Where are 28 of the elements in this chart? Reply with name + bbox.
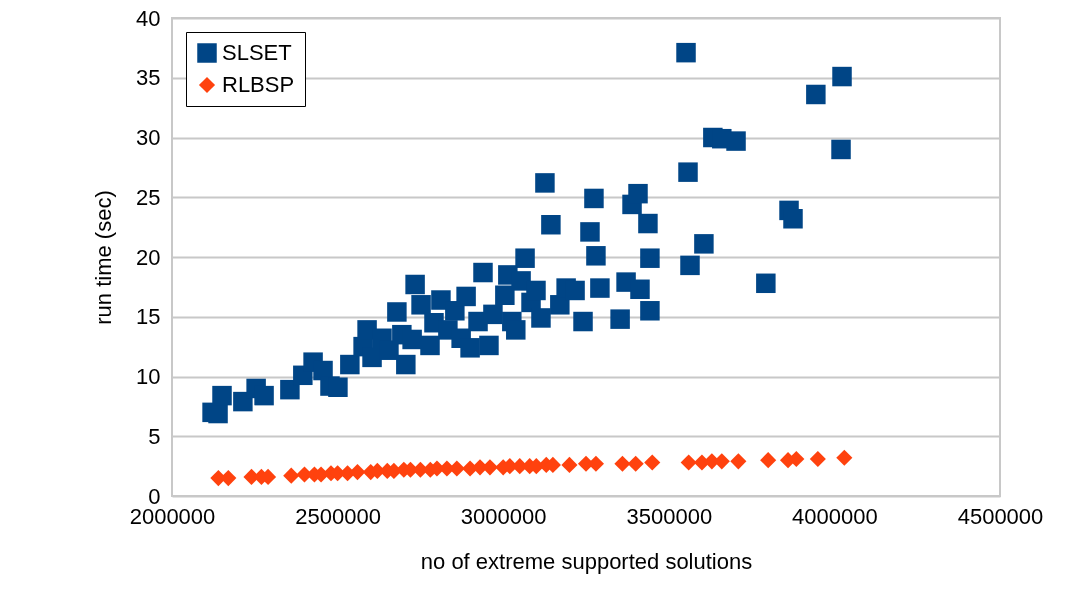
point — [680, 454, 697, 471]
point — [760, 452, 777, 469]
y-tick-label: 35 — [136, 65, 161, 91]
point — [627, 455, 644, 472]
y-tick-label: 25 — [136, 184, 161, 210]
point — [836, 449, 853, 466]
point — [644, 454, 661, 471]
point — [730, 453, 747, 470]
legend-label: SLSET — [222, 40, 292, 65]
y-tick-label: 30 — [136, 125, 161, 150]
point — [283, 467, 300, 484]
x-tick-label: 3000000 — [460, 503, 547, 529]
point — [349, 464, 366, 481]
y-tick-label: 20 — [136, 244, 161, 270]
x-tick-label: 3500000 — [626, 503, 713, 529]
point — [809, 450, 826, 468]
x-tick-label: 4000000 — [792, 503, 878, 529]
legend-label: RLBSP — [222, 72, 295, 97]
y-axis-title: run time (sec) — [91, 190, 117, 325]
y-tick-label: 15 — [136, 304, 161, 330]
y-tick-label: 40 — [136, 5, 161, 31]
x-tick-label: 4500000 — [957, 503, 1044, 529]
point — [614, 455, 631, 472]
y-tick-label: 10 — [136, 364, 161, 389]
y-tick-label: 5 — [148, 423, 161, 449]
x-tick-label: 2500000 — [295, 503, 381, 529]
point — [561, 456, 578, 473]
x-axis-title: no of extreme supported solutions — [420, 548, 753, 574]
